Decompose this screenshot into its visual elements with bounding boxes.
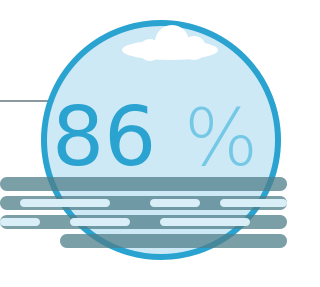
page: 86 % (() => { const data = JSON.parse(do… (0, 0, 320, 287)
unit: % (184, 94, 258, 184)
humidity-icon: 86 % (0, 0, 287, 287)
value: 86 (52, 90, 156, 185)
